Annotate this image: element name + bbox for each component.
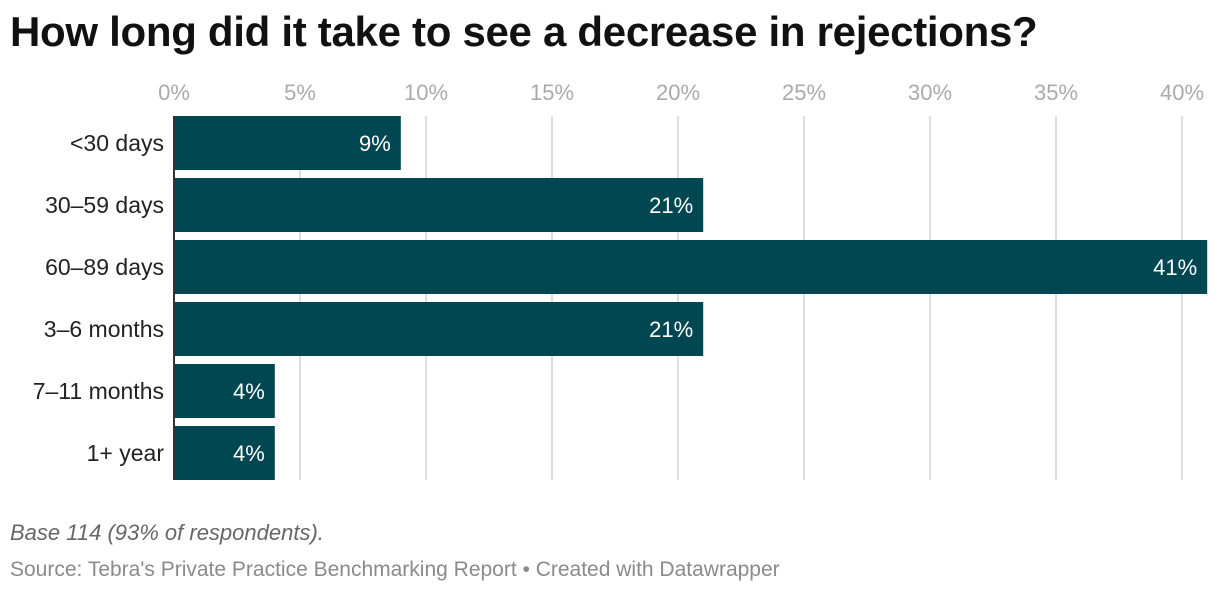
x-tick-label: 15% (530, 80, 574, 105)
value-labels: 9% 21% 41% 21% 4% 4% (233, 131, 1197, 466)
category-label: <30 days (70, 130, 164, 156)
bar (174, 426, 275, 480)
gridlines (299, 116, 1183, 480)
value-label: 4% (233, 379, 265, 404)
value-label: 41% (1153, 255, 1197, 280)
x-tick-label: 20% (656, 80, 700, 105)
category-label: 7–11 months (33, 378, 164, 404)
chart-title: How long did it take to see a decrease i… (10, 8, 1038, 55)
value-label: 4% (233, 441, 265, 466)
bar (174, 240, 1208, 294)
bar (174, 364, 275, 418)
bar (174, 116, 401, 170)
bars (174, 116, 1208, 480)
x-tick-label: 0% (158, 80, 190, 105)
x-tick-label: 5% (284, 80, 316, 105)
x-tick-label: 35% (1034, 80, 1078, 105)
x-axis-ticks: 0% 5% 10% 15% 20% 25% 30% 35% 40% (158, 80, 1204, 105)
bar (174, 302, 704, 356)
base-note: Base 114 (93% of respondents). (10, 520, 324, 545)
category-label: 1+ year (87, 440, 165, 466)
x-tick-label: 30% (908, 80, 952, 105)
x-tick-label: 10% (404, 80, 448, 105)
category-label: 3–6 months (44, 316, 164, 342)
bar (174, 178, 704, 232)
x-tick-label: 25% (782, 80, 826, 105)
value-label: 21% (649, 317, 693, 342)
category-label: 60–89 days (45, 254, 164, 280)
category-labels: <30 days 30–59 days 60–89 days 3–6 months 7–… (33, 130, 165, 466)
category-label: 30–59 days (45, 192, 164, 218)
value-label: 9% (359, 131, 391, 156)
source-credit: Source: Tebra's Private Practice Benchma… (10, 558, 780, 581)
value-label: 21% (649, 193, 693, 218)
x-tick-label: 40% (1160, 80, 1204, 105)
